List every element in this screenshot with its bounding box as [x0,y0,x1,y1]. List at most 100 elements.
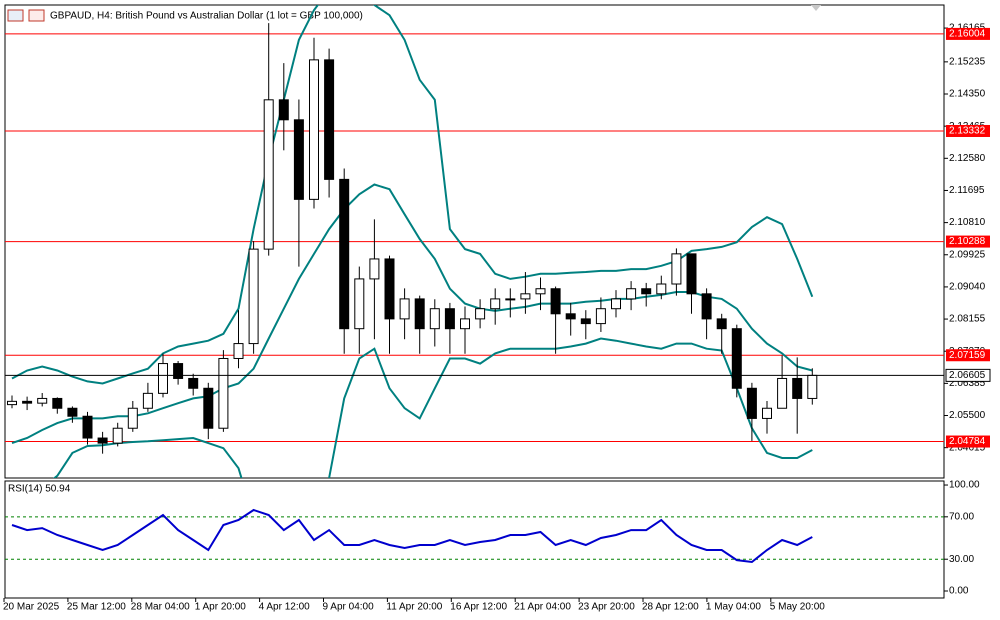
candle-body [460,318,470,330]
toolbar-icons [7,9,45,22]
candle-body [520,293,531,300]
candle-body [263,99,274,250]
y-tick-label: 70.00 [949,511,974,522]
candle-body [716,318,727,330]
x-tick-label: 23 Apr 20:00 [578,602,635,613]
candle-body [52,397,63,409]
x-tick-label: 5 May 20:00 [770,602,825,613]
candle-body [505,298,516,301]
x-tick-label: 20 Mar 2025 [3,602,60,613]
candle-body [626,288,637,300]
candle-body [248,248,259,345]
level-tag [946,435,990,448]
y-tick-label: 2.08155 [949,314,986,325]
candle-body [37,397,48,404]
candle-body [490,298,501,310]
candle-body [218,357,229,429]
candle-body [324,59,335,180]
level-tag [946,235,990,248]
shift-marker [811,5,821,11]
rsi-plot [5,508,944,564]
rsi-frame [4,480,945,599]
y-tick-label: 100.00 [949,480,980,491]
candle-body [203,387,214,429]
candle-body [777,377,788,409]
candle-body [278,99,289,121]
candle-body [399,298,410,320]
axes: 2.161652.152352.143502.134652.125802.116… [3,23,991,613]
candle-body [611,298,621,310]
rsi-line [11,508,813,564]
icon [28,9,45,22]
x-tick-label: 28 Mar 04:00 [131,602,190,613]
level-label: 2.16004 [949,29,986,40]
bollinger-lower [52,337,813,478]
candle-body [414,298,425,330]
x-tick-label: 16 Apr 12:00 [450,602,507,613]
y-tick-label: 2.10810 [949,217,986,228]
candle-body [656,283,667,295]
x-tick-label: 9 Apr 04:00 [323,602,375,613]
rsi-label: RSI(14) 50.94 [8,484,71,495]
candle-body [671,253,682,285]
candle-body [595,308,606,325]
x-tick-label: 1 Apr 20:00 [195,602,247,613]
candle-body [369,258,380,280]
bollinger-middle [11,183,813,445]
y-tick-label: 2.09925 [949,249,986,260]
level-label: 2.10288 [949,236,986,247]
y-tick-label: 2.11695 [949,185,985,196]
candle-body [233,343,244,359]
candle-body [127,407,138,429]
y-tick-label: 2.06385 [949,378,986,389]
main-plot [5,5,944,478]
candle-body [807,374,818,399]
x-tick-label: 11 Apr 20:00 [386,602,442,613]
y-tick-label: 2.15235 [949,56,986,67]
candle-body [293,119,304,200]
candle-body [142,392,153,409]
chart-title: GBPAUD, H4: British Pound vs Australian … [50,11,363,22]
candle-body [762,407,772,419]
y-tick-label: 2.05500 [949,410,986,421]
candle-body [792,377,803,399]
candle-body [339,178,350,330]
level-label: 2.07159 [949,350,986,361]
y-tick-label: 30.00 [949,554,974,565]
candle-body [188,377,199,389]
candle-body [746,387,757,419]
level-label: 2.13332 [949,126,986,137]
candle-body [112,427,123,444]
candle-body [565,313,576,320]
candle-body [580,318,591,325]
x-tick-label: 25 Mar 12:00 [67,602,126,613]
candle-body [354,278,365,330]
y-tick-label: 2.14350 [949,89,986,100]
candle-body [429,308,440,330]
candle-body [7,400,17,406]
candle-body [641,288,652,295]
level-label: 2.04784 [949,436,986,447]
y-tick-label: 0.00 [949,586,969,597]
current-price-tag [945,368,991,382]
candle-body [309,59,319,200]
candle-body [158,363,168,394]
candle-body [475,308,486,320]
level-tag [946,27,990,40]
candle-body [67,407,78,417]
y-tick-label: 2.09040 [949,282,986,293]
level-tag [946,124,990,137]
candle-body [731,328,742,389]
candle-body [97,437,108,444]
y-tick-label: 2.12580 [949,153,986,164]
x-tick-label: 21 Apr 04:00 [514,602,571,613]
level-tag [946,349,990,362]
candle-body [82,415,93,439]
candle-body [701,293,712,320]
candle-body [22,400,33,404]
x-tick-label: 1 May 04:00 [706,602,761,613]
icon [7,9,24,22]
candle-body [173,363,184,379]
